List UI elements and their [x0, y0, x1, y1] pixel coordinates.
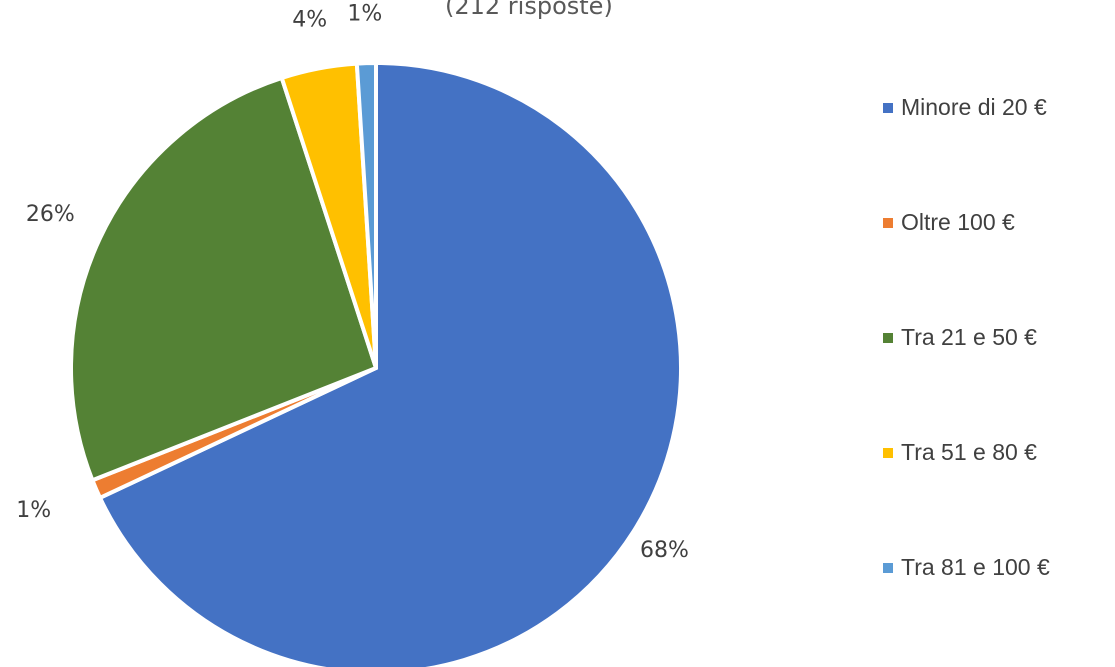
pie-slices: [69, 61, 683, 667]
pie-slice-2: [69, 75, 378, 483]
legend-swatch-0: [883, 102, 893, 113]
legend-swatch-2: [883, 332, 893, 343]
legend-label-1: Oltre 100 €: [901, 209, 1015, 235]
legend-item-2: Tra 21 e 50 €: [883, 324, 1037, 351]
legend-item-1: Oltre 100 €: [883, 209, 1015, 236]
legend-label-2: Tra 21 e 50 €: [901, 324, 1037, 350]
legend-label-4: Tra 81 e 100 €: [901, 554, 1050, 580]
pie-slice-0: [98, 61, 683, 667]
legend-swatch-3: [883, 447, 893, 458]
data-label-3: 4%: [292, 7, 327, 32]
pie-labels: 68% 1% 26% 4% 1%: [16, 1, 689, 563]
chart-subtitle: (212 risposte): [445, 0, 613, 20]
data-label-2: 26%: [26, 202, 75, 227]
data-label-4: 1%: [347, 1, 382, 26]
data-label-0: 68%: [640, 538, 689, 563]
legend-swatch-1: [883, 217, 893, 228]
data-label-1: 1%: [16, 498, 51, 523]
legend-swatch-4: [883, 562, 893, 573]
legend-label-3: Tra 51 e 80 €: [901, 439, 1037, 465]
legend-item-0: Minore di 20 €: [883, 94, 1047, 121]
legend-item-3: Tra 51 e 80 €: [883, 439, 1037, 466]
legend-label-0: Minore di 20 €: [901, 94, 1047, 120]
legend-item-4: Tra 81 e 100 €: [883, 554, 1050, 581]
pie-slice-4: [354, 61, 378, 370]
